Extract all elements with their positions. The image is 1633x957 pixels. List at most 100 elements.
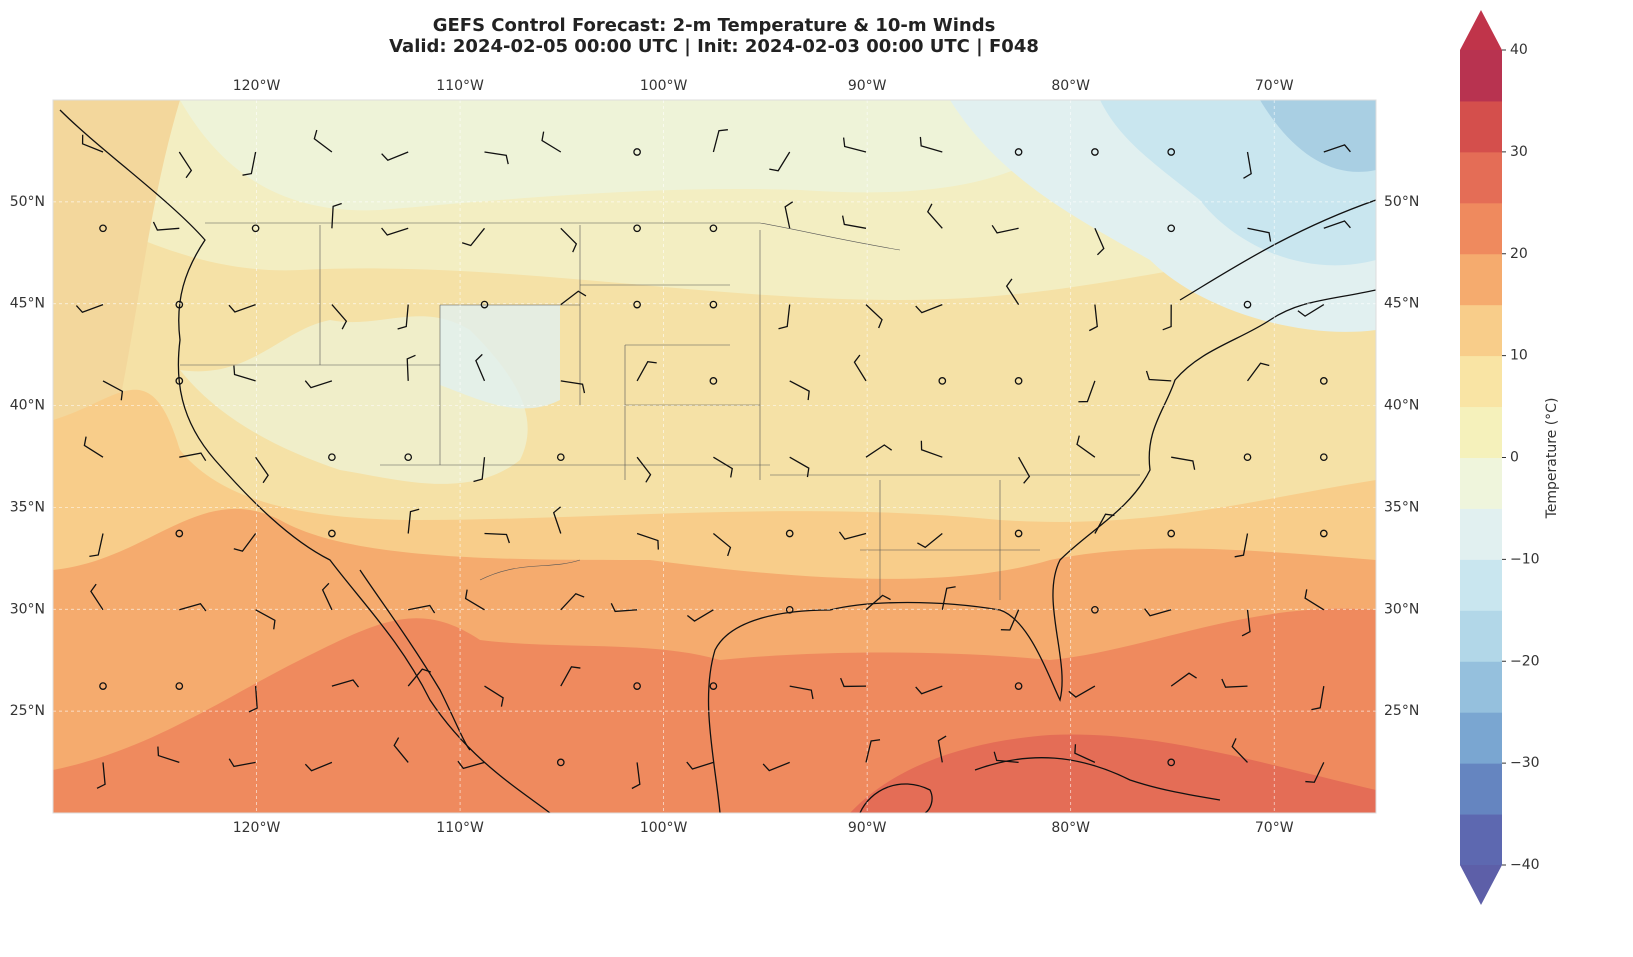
wind-barb [712, 532, 732, 557]
lat-label-left: 45°N [10, 296, 45, 312]
wind-barb [1297, 304, 1325, 317]
colorbar-band [1460, 508, 1502, 560]
calm-marker [1167, 758, 1176, 767]
colorbar-tick-label: 20 [1510, 246, 1528, 262]
wind-barb [233, 533, 257, 552]
calm-marker [175, 377, 184, 385]
colorbar-band [1460, 610, 1502, 662]
wind-barb [393, 737, 409, 763]
wind-barb [89, 533, 104, 558]
calm-marker [1014, 148, 1023, 156]
calm-marker [633, 682, 641, 690]
colorbar-tick-label: 0 [1510, 450, 1519, 466]
wind-barb [1323, 220, 1351, 229]
wind-barb [784, 201, 794, 229]
wind-barb [1145, 370, 1172, 382]
wind-barb [842, 137, 867, 153]
calm-marker [633, 148, 641, 156]
coastlines [59, 109, 1376, 813]
calm-marker [404, 453, 413, 462]
calm-marker [938, 377, 947, 385]
wind-barb [610, 603, 638, 613]
lat-label-left: 30°N [10, 601, 45, 617]
wind-barb [915, 685, 943, 695]
state-borders [180, 222, 1140, 600]
colorbar-label: Temperature (°C) [1544, 398, 1560, 520]
lon-label-bottom: 100°W [640, 820, 688, 836]
wind-barb [1246, 362, 1270, 382]
lon-label-bottom: 110°W [436, 820, 484, 836]
colorbar-band [1460, 457, 1502, 509]
wind-barb [407, 508, 420, 534]
wind-barb [762, 761, 790, 772]
wind-barb [560, 380, 586, 394]
wind-barb [853, 354, 867, 382]
wind-barb [636, 360, 657, 382]
lat-label-right: 25°N [1384, 703, 1419, 719]
lon-label-bottom: 80°W [1051, 820, 1090, 836]
wind-barb [631, 762, 641, 790]
wind-barb [686, 761, 714, 770]
colorbar-band [1460, 661, 1502, 713]
wind-barb [1247, 227, 1272, 242]
wind-barb [96, 762, 106, 789]
wind-barb [228, 303, 256, 313]
lat-label-left: 40°N [10, 398, 45, 414]
wind-barb [381, 227, 409, 236]
wind-barb [406, 354, 416, 381]
wind-barb [1311, 685, 1325, 711]
wind-barb [917, 532, 943, 549]
calm-marker [328, 529, 336, 538]
title: GEFS Control Forecast: 2-m Temperature &… [433, 15, 996, 36]
colorbar-band [1460, 151, 1502, 204]
wind-barb [915, 303, 943, 314]
calm-marker [328, 453, 336, 462]
wind-barb [81, 134, 104, 153]
wind-barb [179, 452, 207, 462]
lon-label-top: 90°W [848, 78, 887, 94]
calm-marker [709, 682, 718, 690]
wind-barb [484, 685, 504, 707]
wind-barb [941, 586, 956, 610]
wind-barb [560, 227, 578, 253]
wind-barb [178, 151, 193, 179]
colorbar-extend-over [1460, 10, 1502, 50]
wind-barb [242, 151, 257, 176]
wind-barbs [75, 129, 1351, 790]
wind-barb [90, 583, 104, 611]
wind-barb [408, 604, 436, 614]
wind-barb [1144, 608, 1172, 617]
colorbar-tick-label: 10 [1510, 348, 1528, 364]
wind-barb [993, 751, 1019, 764]
wind-barb [255, 609, 276, 630]
calm-marker [709, 377, 718, 385]
wind-barb [838, 531, 867, 540]
lat-label-left: 50°N [10, 194, 45, 210]
calm-marker [99, 682, 107, 690]
calm-marker [1319, 377, 1328, 385]
wind-barb [228, 758, 256, 768]
wind-barb [991, 224, 1019, 234]
wind-barb [713, 456, 733, 478]
wind-barb [1304, 589, 1325, 611]
wind-barb [464, 589, 485, 611]
calm-marker [709, 224, 718, 233]
lon-label-top: 70°W [1255, 78, 1294, 94]
calm-marker [633, 224, 641, 233]
colorbar: −40 −30 −20 −10 0 10 20 30 40 [1460, 10, 1540, 905]
wind-barb [865, 739, 881, 763]
wind-barb [407, 668, 432, 687]
wind-barb [865, 594, 891, 611]
subtitle: Valid: 2024-02-05 00:00 UTC | Init: 2024… [389, 36, 1039, 57]
wind-barb [1094, 513, 1115, 534]
lat-label-right: 50°N [1384, 194, 1419, 210]
colorbar-tick-label: −20 [1510, 653, 1540, 669]
wind-barb [560, 666, 581, 687]
lon-label-bottom: 90°W [848, 820, 887, 836]
wind-barb [1241, 609, 1251, 637]
colorbar-band [1460, 406, 1502, 458]
wind-barb [560, 592, 585, 611]
map-frame [52, 99, 1377, 814]
wind-barb [926, 203, 943, 229]
wind-barb [102, 380, 124, 401]
